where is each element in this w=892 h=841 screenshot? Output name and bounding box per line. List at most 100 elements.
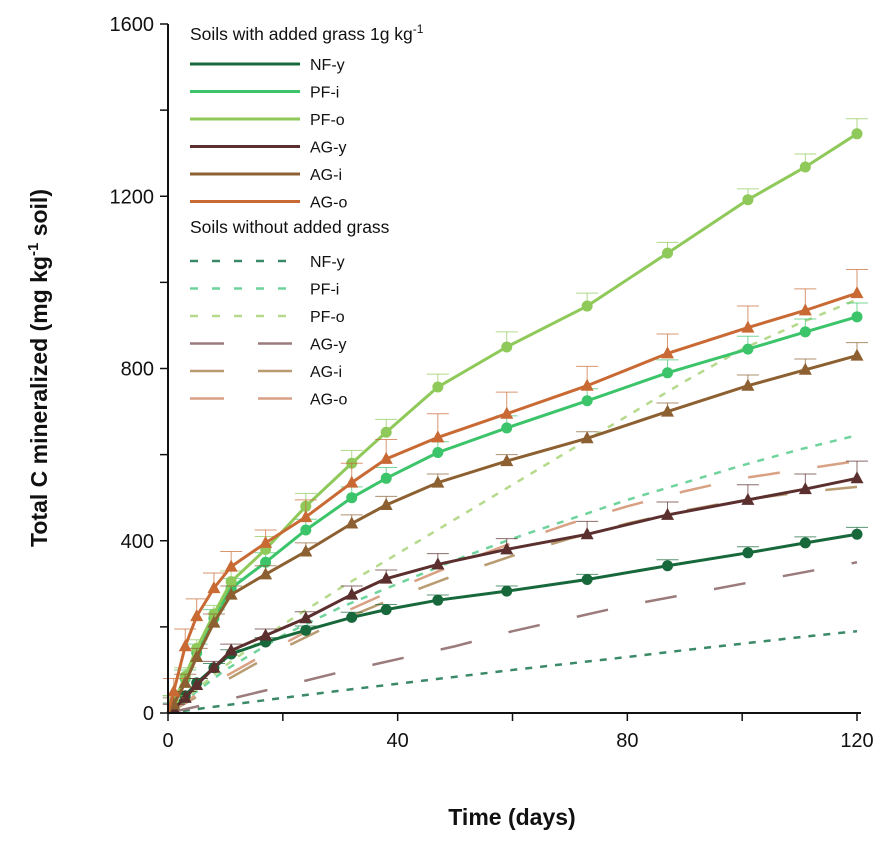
- data-point: [501, 585, 513, 597]
- data-point: [798, 362, 812, 375]
- data-point: [300, 524, 312, 536]
- data-point: [432, 381, 444, 393]
- y-tick-label: 1600: [110, 14, 155, 36]
- data-point: [167, 684, 181, 697]
- series-ag-i-no-grass-line: [167, 485, 858, 715]
- data-point: [207, 615, 221, 628]
- data-point: [432, 446, 444, 458]
- series-ag-y-no-grass-line: [167, 561, 858, 715]
- data-point: [346, 492, 358, 504]
- data-point: [581, 574, 593, 586]
- series-ag-o-grass: [162, 268, 868, 714]
- data-point: [190, 650, 204, 663]
- data-point: [851, 528, 863, 540]
- data-point: [207, 660, 221, 673]
- series-nf-y-grass: [162, 526, 868, 714]
- data-point: [300, 624, 312, 636]
- data-point: [500, 542, 514, 555]
- data-point: [662, 367, 674, 379]
- data-point: [207, 581, 221, 594]
- data-point: [661, 507, 675, 520]
- legend-label: AG-y: [310, 337, 346, 354]
- data-point: [580, 527, 594, 540]
- data-point: [190, 609, 204, 622]
- data-point: [501, 422, 513, 434]
- series-line: [166, 354, 858, 714]
- data-point: [259, 567, 273, 580]
- series-line: [166, 532, 858, 714]
- data-point: [190, 678, 204, 691]
- y-tick-label: 0: [143, 703, 154, 725]
- data-point: [581, 300, 593, 312]
- data-point: [851, 128, 863, 140]
- data-point: [225, 576, 237, 588]
- legend-title-with-grass: Soils with added grass 1g kg-1: [190, 22, 424, 44]
- data-point: [851, 311, 863, 323]
- data-point: [178, 675, 192, 688]
- legend-label: AG-i: [310, 167, 342, 184]
- y-tick-label: 1200: [110, 186, 155, 208]
- data-point: [380, 426, 392, 438]
- legend-label: PF-i: [310, 85, 339, 102]
- legend-label: NF-y: [310, 254, 345, 271]
- data-point: [379, 571, 393, 584]
- data-point: [379, 498, 393, 511]
- data-point: [380, 604, 392, 616]
- data-point: [662, 247, 674, 259]
- data-point: [799, 326, 811, 338]
- data-point: [799, 537, 811, 549]
- x-tick-label: 120: [840, 730, 873, 752]
- data-point: [742, 194, 754, 206]
- data-point: [380, 472, 392, 484]
- y-axis-label: Total C mineralized (mg kg-1 soil): [25, 189, 52, 547]
- series-line: [166, 315, 858, 714]
- data-point: [345, 587, 359, 600]
- data-point: [259, 628, 273, 641]
- x-tick-label: 40: [387, 730, 409, 752]
- data-point: [345, 475, 359, 488]
- series-pf-o-no-grass-line: [167, 298, 858, 714]
- data-point: [500, 454, 514, 467]
- data-point: [224, 559, 238, 572]
- data-point: [581, 395, 593, 407]
- data-point: [501, 341, 513, 353]
- series-nf-y-no-grass-line: [167, 629, 858, 715]
- series-layer: [162, 118, 868, 715]
- data-point: [850, 286, 864, 299]
- data-point: [850, 471, 864, 484]
- data-point: [432, 594, 444, 606]
- data-point: [346, 611, 358, 623]
- data-point: [741, 492, 755, 505]
- legend-label: AG-o: [310, 195, 347, 212]
- legend-label: NF-y: [310, 57, 345, 74]
- series-pf-i-grass: [162, 302, 868, 714]
- data-point: [260, 556, 272, 568]
- data-point: [224, 643, 238, 656]
- data-point: [798, 303, 812, 316]
- data-point: [431, 475, 445, 488]
- data-point: [580, 378, 594, 391]
- legend-title-without-grass: Soils without added grass: [190, 217, 390, 237]
- series-line: [167, 476, 858, 715]
- data-point: [742, 343, 754, 355]
- data-point: [741, 320, 755, 333]
- legend-label: PF-o: [310, 112, 345, 129]
- data-point: [661, 404, 675, 417]
- data-point: [661, 346, 675, 359]
- y-tick-label: 800: [121, 359, 154, 381]
- data-point: [799, 161, 811, 173]
- legend: Soils with added grass 1g kg-1 Soils with…: [190, 22, 424, 409]
- data-point: [379, 451, 393, 464]
- legend-label: AG-y: [310, 140, 346, 157]
- data-point: [178, 639, 192, 652]
- data-point: [431, 557, 445, 570]
- data-point: [299, 544, 313, 557]
- y-tick-label: 400: [121, 531, 154, 553]
- x-tick-label: 0: [162, 730, 173, 752]
- data-point: [431, 430, 445, 443]
- data-point: [345, 516, 359, 529]
- series-ag-y-grass: [162, 460, 868, 715]
- series-line: [166, 291, 858, 714]
